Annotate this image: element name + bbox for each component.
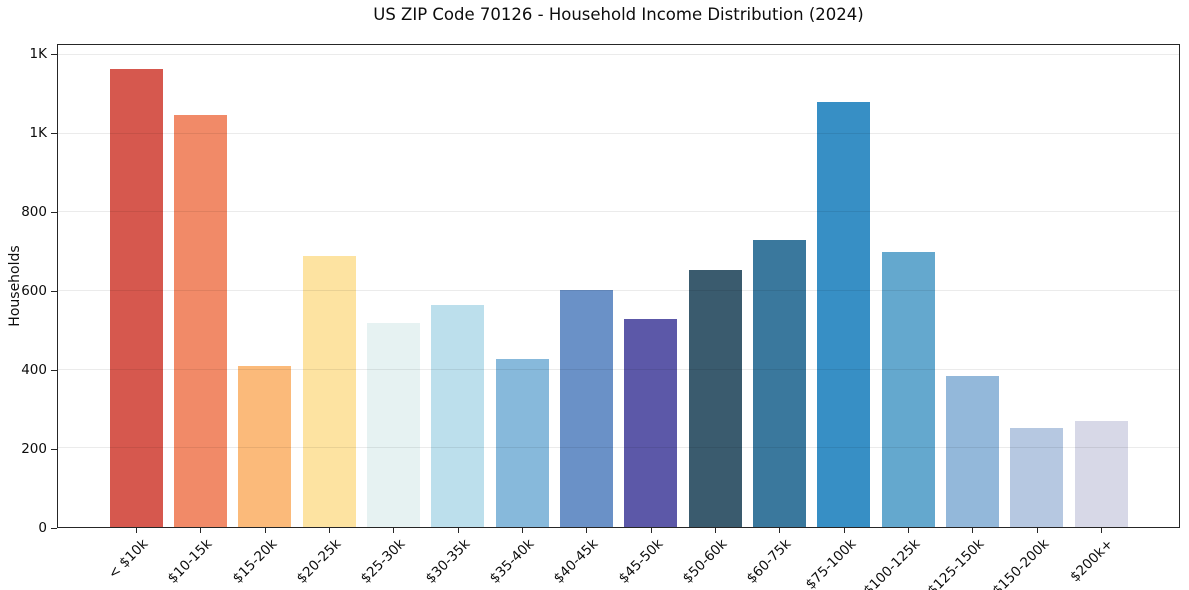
x-tick-mark	[522, 528, 523, 533]
y-tick-label: 200	[21, 441, 47, 458]
gridline-y-800	[58, 211, 1179, 213]
bar-$100-125k	[881, 251, 935, 527]
x-tick-mark	[200, 528, 202, 533]
x-tick-label: $75-100k	[802, 536, 859, 590]
gridline-y-600	[58, 290, 1179, 292]
x-tick-label: $40-45k	[550, 536, 602, 587]
y-tick-mark	[51, 370, 57, 372]
bar-< $10k	[109, 68, 163, 527]
y-tick-label: 600	[21, 283, 47, 300]
x-tick-label: $50-60k	[679, 536, 731, 587]
x-tick-mark	[908, 528, 909, 533]
x-tick-label: $35-40k	[486, 536, 538, 587]
x-tick-mark	[586, 528, 588, 533]
x-tick-mark	[715, 528, 716, 533]
x-tick-mark	[1101, 528, 1102, 533]
gridline-y-200	[58, 447, 1179, 449]
y-tick-mark	[51, 291, 57, 293]
x-tick-mark	[972, 528, 974, 533]
x-tick-mark	[457, 528, 459, 533]
y-tick-mark	[51, 212, 57, 214]
x-tick-mark	[779, 528, 781, 533]
x-tick-label: $100-125k	[860, 536, 924, 590]
y-tick-mark	[51, 528, 57, 529]
x-tick-label: $125-150k	[924, 536, 988, 590]
bar-$40-45k	[559, 290, 613, 527]
y-tick-mark	[51, 133, 57, 135]
x-tick-mark	[264, 528, 266, 533]
y-tick-label: 400	[21, 362, 47, 379]
y-tick-label: 800	[21, 204, 47, 221]
x-tick-mark	[1036, 528, 1038, 533]
x-tick-label: < $10k	[105, 536, 152, 583]
bar-$200k+	[1074, 421, 1128, 527]
x-tick-mark	[136, 528, 137, 533]
y-tick-label: 1K	[29, 46, 47, 63]
x-tick-label: $10-15k	[164, 536, 216, 587]
bar-$150-200k	[1010, 427, 1064, 527]
x-tick-label: $45-50k	[615, 536, 666, 587]
bar-$125-150k	[945, 376, 999, 527]
bar-$15-20k	[238, 365, 292, 527]
x-tick-label: $20-25k	[293, 536, 345, 587]
y-tick-label: 1K	[29, 125, 47, 142]
y-tick-mark	[51, 54, 57, 56]
x-tick-mark	[329, 528, 330, 533]
x-tick-label: $200k+	[1067, 536, 1117, 586]
gridline-y-1200	[58, 54, 1179, 56]
bar-$30-35k	[431, 304, 485, 527]
y-tick-label: 0	[38, 520, 47, 536]
bar-$10-15k	[173, 114, 227, 527]
bar-$75-100k	[817, 102, 871, 527]
x-tick-label: $15-20k	[229, 536, 280, 587]
x-tick-mark	[393, 528, 395, 533]
x-tick-label: $60-75k	[743, 536, 795, 587]
bar-$50-60k	[688, 269, 742, 527]
chart-title: US ZIP Code 70126 - Household Income Dis…	[373, 5, 864, 24]
bar-$25-30k	[366, 322, 420, 527]
bar-$60-75k	[752, 240, 806, 527]
gridline-y-400	[58, 368, 1179, 370]
y-tick-mark	[51, 449, 57, 451]
x-tick-mark	[650, 528, 652, 533]
bar-$20-25k	[302, 255, 356, 527]
bar-$45-50k	[624, 319, 678, 527]
x-tick-label: $25-30k	[357, 536, 409, 587]
gridline-y-1000	[58, 132, 1179, 134]
x-tick-label: $150-200k	[989, 536, 1052, 590]
x-tick-mark	[843, 528, 845, 533]
bar-$35-40k	[495, 358, 549, 527]
x-tick-label: $30-35k	[422, 536, 473, 587]
plot-area	[57, 44, 1180, 528]
